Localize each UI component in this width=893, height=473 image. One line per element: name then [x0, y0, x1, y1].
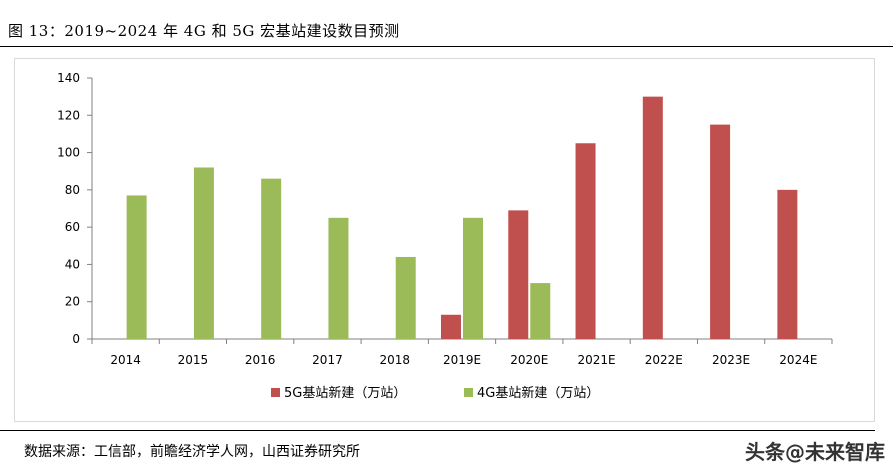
- x-tick-label: 2016: [245, 353, 276, 367]
- x-tick-label: 2019E: [443, 353, 481, 367]
- bar-5g: [777, 189, 798, 339]
- legend-4g-label: 4G基站新建（万站）: [477, 385, 599, 401]
- bar-5g: [642, 96, 663, 340]
- bar-4g: [395, 256, 416, 339]
- bar-4g: [530, 283, 551, 339]
- y-tick-label: 100: [57, 146, 80, 160]
- y-tick-label: 60: [65, 220, 80, 234]
- chart-frame: [14, 58, 875, 422]
- bar-4g: [261, 178, 282, 339]
- legend-5g-swatch: [271, 388, 280, 397]
- y-tick-label: 140: [57, 71, 80, 85]
- y-tick-label: 0: [72, 332, 80, 346]
- x-tick-label: 2014: [110, 353, 141, 367]
- legend-4g-swatch: [464, 388, 473, 397]
- watermark: 头条@未来智库: [745, 440, 885, 464]
- x-tick-label: 2024E: [779, 353, 817, 367]
- x-tick-label: 2023E: [712, 353, 750, 367]
- x-tick-label: 2020E: [510, 353, 548, 367]
- source-rule: [0, 430, 875, 431]
- bar-4g: [328, 217, 349, 339]
- title-rule: [0, 46, 893, 47]
- bar-5g: [441, 314, 461, 339]
- x-tick-label: 2021E: [577, 353, 615, 367]
- figure-title: 图 13：2019~2024 年 4G 和 5G 宏基站建设数目预测: [8, 22, 400, 40]
- bar-5g: [575, 143, 596, 339]
- bar-5g: [508, 210, 529, 339]
- bar-4g: [463, 217, 483, 339]
- source-note: 数据来源：工信部，前瞻经济学人网，山西证券研究所: [24, 444, 360, 460]
- x-tick-label: 2015: [178, 353, 209, 367]
- bar-4g: [126, 195, 147, 339]
- x-tick-label: 2017: [312, 353, 343, 367]
- y-tick-label: 20: [65, 295, 80, 309]
- x-tick-label: 2018: [379, 353, 410, 367]
- x-tick-label: 2022E: [645, 353, 683, 367]
- bar-4g: [193, 167, 214, 339]
- bar-5g: [710, 124, 731, 339]
- y-tick-label: 40: [65, 257, 80, 271]
- legend-5g-label: 5G基站新建（万站）: [284, 385, 406, 401]
- y-tick-label: 80: [65, 183, 80, 197]
- y-tick-label: 120: [57, 108, 80, 122]
